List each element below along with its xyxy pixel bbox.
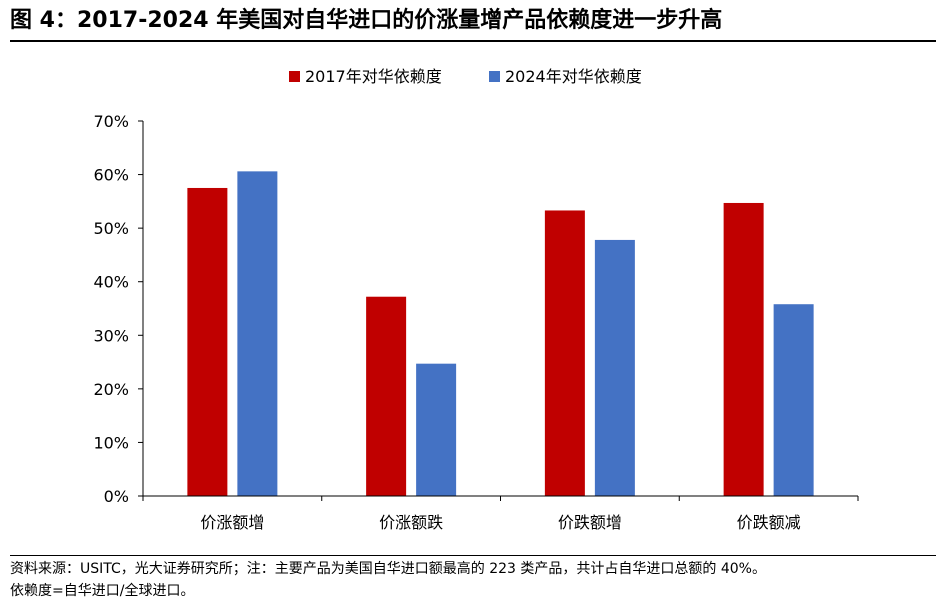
bar [594, 239, 635, 496]
y-tick-label: 60% [93, 166, 129, 185]
figure-title: 图 4：2017-2024 年美国对自华进口的价涨量增产品依赖度进一步升高 [10, 8, 723, 33]
legend-swatch [289, 71, 300, 82]
legend-label: 2017年对华依赖度 [305, 67, 442, 86]
x-tick-label: 价跌额减 [737, 513, 801, 532]
bars [187, 171, 814, 496]
legend-label: 2024年对华依赖度 [505, 67, 642, 86]
y-axis: 0% 10% 20% 30% 40% 50% 60% 70% [93, 112, 144, 506]
title-rule [10, 40, 936, 42]
legend-swatch [489, 71, 500, 82]
bar [773, 304, 814, 496]
x-tick-label: 价涨额增 [200, 513, 264, 532]
x-axis: 价涨额增 价涨额跌 价跌额增 价跌额减 [142, 495, 859, 532]
bar [723, 202, 764, 496]
footnote-line-definition: 依赖度=自华进口/全球进口。 [10, 583, 195, 599]
bar [544, 210, 585, 496]
y-tick-label: 70% [93, 112, 129, 131]
y-tick-label: 40% [93, 273, 129, 292]
y-tick-label: 50% [93, 219, 129, 238]
footnote-rule [10, 555, 936, 556]
bar [366, 296, 407, 496]
bar [237, 171, 278, 496]
x-tick-label: 价涨额跌 [379, 513, 443, 532]
y-tick-label: 0% [104, 487, 129, 506]
bar [187, 187, 228, 496]
y-tick-label: 10% [93, 433, 129, 452]
y-tick-label: 20% [93, 380, 129, 399]
footnote: 资料来源：USITC，光大证券研究所；注：主要产品为美国自华进口额最高的 223… [10, 558, 940, 602]
footnote-line-source: 资料来源：USITC，光大证券研究所；注：主要产品为美国自华进口额最高的 223… [10, 561, 766, 577]
legend: 2017年对华依赖度 2024年对华依赖度 [289, 67, 642, 86]
bar [416, 363, 457, 496]
y-tick-label: 30% [93, 326, 129, 345]
x-tick-label: 价跌额增 [558, 513, 622, 532]
